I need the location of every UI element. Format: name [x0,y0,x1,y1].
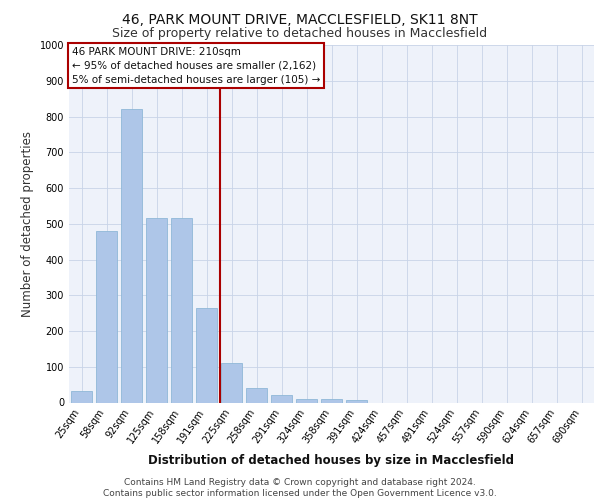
Text: Contains HM Land Registry data © Crown copyright and database right 2024.
Contai: Contains HM Land Registry data © Crown c… [103,478,497,498]
Bar [171,218,192,402]
Bar [321,399,342,402]
Bar [96,231,117,402]
Y-axis label: Number of detached properties: Number of detached properties [21,130,34,317]
Bar [346,400,367,402]
Bar [196,308,217,402]
Bar [221,363,242,403]
Bar [246,388,267,402]
Bar [71,390,92,402]
X-axis label: Distribution of detached houses by size in Macclesfield: Distribution of detached houses by size … [149,454,515,467]
Text: 46, PARK MOUNT DRIVE, MACCLESFIELD, SK11 8NT: 46, PARK MOUNT DRIVE, MACCLESFIELD, SK11… [122,12,478,26]
Bar [146,218,167,402]
Bar [271,394,292,402]
Text: 46 PARK MOUNT DRIVE: 210sqm
← 95% of detached houses are smaller (2,162)
5% of s: 46 PARK MOUNT DRIVE: 210sqm ← 95% of det… [71,47,320,85]
Bar [121,110,142,403]
Text: Size of property relative to detached houses in Macclesfield: Size of property relative to detached ho… [112,28,488,40]
Bar [296,399,317,402]
